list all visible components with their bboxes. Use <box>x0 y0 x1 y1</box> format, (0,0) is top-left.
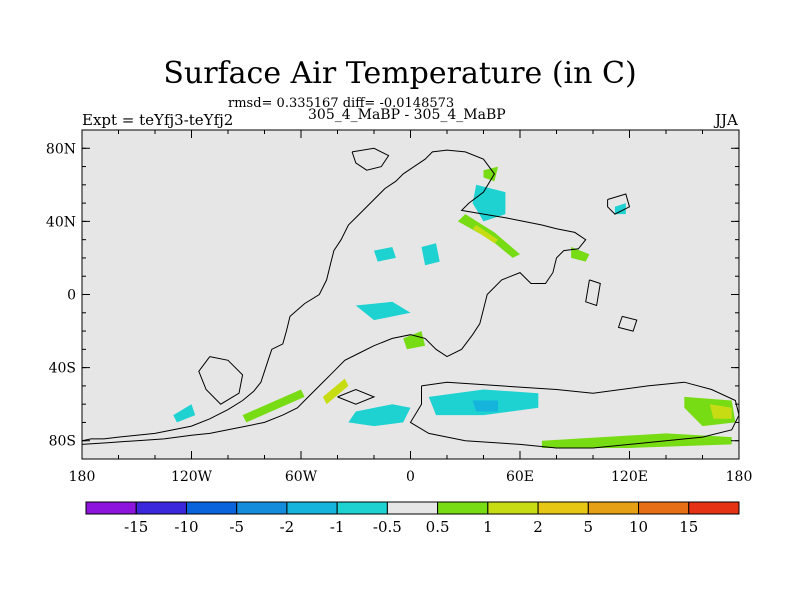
plot-area <box>81 129 740 460</box>
anomaly-region <box>709 404 732 419</box>
map-background <box>82 130 739 459</box>
chart-title: Surface Air Temperature (in C) <box>163 56 637 91</box>
y-tick-label: 40N <box>46 214 76 230</box>
y-tick-label: 0 <box>67 288 76 304</box>
colorbar-label: 2 <box>533 518 543 536</box>
anomaly-region <box>355 301 411 321</box>
experiment-label: Expt = teYfj3-teYfj2 <box>82 111 234 129</box>
anomaly-region <box>472 400 499 412</box>
anomaly-region <box>403 331 426 350</box>
colorbar-label: 1 <box>483 518 493 536</box>
anomaly-region <box>614 203 626 215</box>
colorbar-swatch <box>487 501 539 515</box>
coastline <box>409 381 740 449</box>
x-tick-label: 60W <box>285 469 318 485</box>
colorbar-label: -1 <box>330 518 345 536</box>
anomaly-region <box>173 404 196 423</box>
x-tick-label: 120E <box>611 469 648 485</box>
stats-text: rmsd= 0.335167 diff= -0.0148573 <box>228 96 455 111</box>
colorbar-label: -10 <box>174 518 198 536</box>
colorbar-label: -5 <box>229 518 244 536</box>
x-tick-label: 0 <box>406 469 415 485</box>
colorbar-swatch <box>236 501 288 515</box>
coastline <box>351 147 390 171</box>
coastline <box>337 388 376 405</box>
anomaly-region <box>242 389 305 423</box>
anomaly-region <box>322 378 349 405</box>
y-tick-label: 40S <box>49 361 76 377</box>
anomaly-region <box>421 243 440 266</box>
axis-ticks: 180 120W 60W 0 60E 120E 180 80N 40N 0 40S 80S <box>46 130 752 485</box>
chart-subtitle: 305_4_MaBP - 305_4_MaBP <box>308 107 506 123</box>
colorbar-swatch <box>386 501 439 515</box>
colorbar-label: 0.5 <box>426 518 450 536</box>
coastline <box>81 149 587 445</box>
x-tick-label: 180 <box>69 469 96 485</box>
anomaly-region <box>483 166 499 182</box>
colorbar-swatch <box>638 501 690 515</box>
colorbar-swatch <box>185 501 238 515</box>
colorbar-swatch <box>688 501 740 515</box>
colorbar-swatch <box>587 501 640 515</box>
colorbar-label: -15 <box>124 518 148 536</box>
coastline <box>617 315 638 332</box>
season-label: JJA <box>715 111 738 129</box>
colorbar-label: -2 <box>280 518 295 536</box>
anomaly-region <box>374 247 396 262</box>
colorbar-swatch <box>336 501 388 515</box>
anomaly-region <box>472 225 499 244</box>
coastline <box>198 356 244 405</box>
colorbar-swatch <box>437 501 489 515</box>
coastline <box>585 279 601 307</box>
colorbar-label: 5 <box>584 518 594 536</box>
anomaly-region <box>541 433 732 448</box>
colorbar-swatch <box>85 501 137 515</box>
x-tick-label: 120W <box>171 469 213 485</box>
coastline <box>607 193 631 215</box>
colorbar-label: -0.5 <box>373 518 402 536</box>
x-tick-label: 60E <box>506 469 534 485</box>
colorbar-swatch <box>537 501 589 515</box>
anomaly-region <box>348 404 411 427</box>
colorbar: -15 -10 -5 -2 -1 -0.5 0.5 1 2 5 10 15 <box>85 501 740 536</box>
anomaly-region <box>571 247 590 262</box>
colorbar-label: 15 <box>679 518 698 536</box>
y-tick-label: 80N <box>46 141 76 157</box>
colorbar-swatch <box>286 501 338 515</box>
colorbar-swatch <box>135 501 187 515</box>
colorbar-label: 10 <box>629 518 648 536</box>
y-tick-label: 80S <box>49 434 76 450</box>
x-tick-label: 180 <box>726 469 753 485</box>
